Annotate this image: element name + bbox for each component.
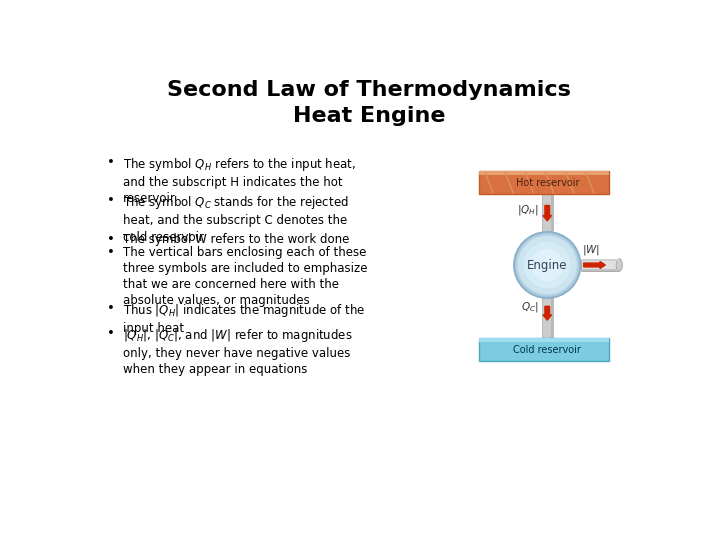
FancyArrow shape — [543, 206, 552, 221]
Text: $|Q_H$|: $|Q_H$| — [517, 204, 539, 218]
FancyBboxPatch shape — [479, 171, 609, 194]
Bar — [542, 194, 544, 236]
Text: •: • — [107, 194, 115, 207]
Text: •: • — [107, 233, 115, 246]
Bar — [542, 194, 553, 236]
Text: •: • — [107, 327, 115, 340]
Text: •: • — [107, 302, 115, 315]
Text: The symbol W refers to the work done: The symbol W refers to the work done — [122, 233, 349, 246]
Ellipse shape — [616, 259, 622, 271]
Text: Thus $|Q_H|$ indicates the magnitude of the
input heat: Thus $|Q_H|$ indicates the magnitude of … — [122, 302, 365, 335]
Bar — [551, 294, 553, 338]
FancyBboxPatch shape — [479, 171, 609, 175]
Text: Hot reservoir: Hot reservoir — [516, 178, 579, 187]
Circle shape — [514, 232, 580, 298]
Bar — [542, 294, 544, 338]
Bar — [580, 259, 619, 261]
Text: The symbol $Q_H$ refers to the input heat,
and the subscript H indicates the hot: The symbol $Q_H$ refers to the input hea… — [122, 156, 356, 205]
Circle shape — [516, 234, 578, 296]
Bar — [580, 259, 619, 271]
Circle shape — [523, 241, 571, 288]
Text: The symbol $Q_C$ stands for the rejected
heat, and the subscript C denotes the
c: The symbol $Q_C$ stands for the rejected… — [122, 194, 348, 244]
Text: Second Law of Thermodynamics
Heat Engine: Second Law of Thermodynamics Heat Engine — [167, 80, 571, 126]
FancyBboxPatch shape — [479, 338, 609, 361]
Bar — [551, 194, 553, 236]
Text: Engine: Engine — [527, 259, 567, 272]
Text: |$W$|: |$W$| — [582, 242, 600, 256]
FancyArrow shape — [543, 306, 552, 320]
Bar — [580, 269, 619, 271]
Text: •: • — [107, 156, 115, 168]
Circle shape — [531, 249, 564, 281]
Text: $Q_C$|: $Q_C$| — [521, 300, 539, 314]
Text: $|Q_H|$, $|Q_C|$, and $|W|$ refer to magnitudes
only, they never have negative v: $|Q_H|$, $|Q_C|$, and $|W|$ refer to mag… — [122, 327, 352, 376]
FancyArrow shape — [584, 261, 606, 268]
Text: •: • — [107, 246, 115, 259]
FancyBboxPatch shape — [479, 338, 609, 342]
Text: The vertical bars enclosing each of these
three symbols are included to emphasiz: The vertical bars enclosing each of thes… — [122, 246, 367, 307]
Bar — [542, 294, 553, 338]
Circle shape — [518, 236, 577, 294]
Text: Cold reservoir: Cold reservoir — [513, 345, 581, 355]
